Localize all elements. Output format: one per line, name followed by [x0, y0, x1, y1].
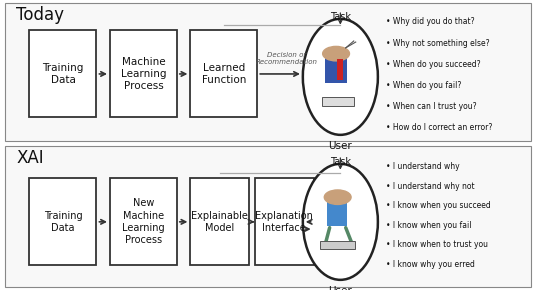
- Text: • Why not something else?: • Why not something else?: [386, 39, 489, 48]
- FancyBboxPatch shape: [255, 178, 314, 265]
- FancyBboxPatch shape: [337, 59, 343, 80]
- Text: Learned
Function: Learned Function: [202, 63, 246, 85]
- Text: • When do you succeed?: • When do you succeed?: [386, 60, 481, 69]
- Text: • I know when to trust you: • I know when to trust you: [386, 240, 488, 249]
- Text: • I know when you fail: • I know when you fail: [386, 221, 472, 230]
- FancyBboxPatch shape: [5, 146, 531, 287]
- FancyBboxPatch shape: [327, 202, 347, 226]
- Text: • I know why you erred: • I know why you erred: [386, 260, 475, 269]
- FancyBboxPatch shape: [29, 178, 96, 265]
- FancyBboxPatch shape: [190, 178, 249, 265]
- Text: • I understand why not: • I understand why not: [386, 182, 474, 191]
- Text: Training
Data: Training Data: [43, 211, 83, 233]
- Text: • I know when you succeed: • I know when you succeed: [386, 201, 490, 210]
- Text: • I understand why: • I understand why: [386, 162, 459, 171]
- FancyBboxPatch shape: [110, 30, 177, 117]
- FancyBboxPatch shape: [320, 241, 355, 249]
- Text: Machine
Learning
Process: Machine Learning Process: [121, 57, 166, 91]
- Text: Task: Task: [330, 157, 351, 166]
- Text: Explanation
Interface: Explanation Interface: [255, 211, 313, 233]
- Text: Task: Task: [330, 12, 351, 21]
- Text: Decision or
Recommendation: Decision or Recommendation: [256, 52, 318, 65]
- Text: • When do you fail?: • When do you fail?: [386, 81, 461, 90]
- FancyBboxPatch shape: [110, 178, 177, 265]
- Text: New
Machine
Learning
Process: New Machine Learning Process: [122, 198, 165, 245]
- Text: XAI: XAI: [16, 149, 44, 167]
- Text: • How do I correct an error?: • How do I correct an error?: [386, 123, 492, 132]
- Ellipse shape: [303, 19, 378, 135]
- Text: User: User: [329, 286, 352, 290]
- FancyBboxPatch shape: [29, 30, 96, 117]
- Text: • When can I trust you?: • When can I trust you?: [386, 102, 477, 111]
- Text: Training
Data: Training Data: [42, 63, 84, 85]
- Text: User: User: [329, 141, 352, 151]
- Circle shape: [324, 190, 351, 204]
- Ellipse shape: [303, 164, 378, 280]
- FancyBboxPatch shape: [5, 3, 531, 141]
- Text: Today: Today: [16, 6, 64, 24]
- Circle shape: [323, 46, 349, 61]
- FancyBboxPatch shape: [190, 30, 257, 117]
- FancyBboxPatch shape: [325, 57, 347, 83]
- FancyBboxPatch shape: [322, 97, 354, 106]
- Text: • Why did you do that?: • Why did you do that?: [386, 17, 474, 26]
- Text: Explainable
Model: Explainable Model: [191, 211, 248, 233]
